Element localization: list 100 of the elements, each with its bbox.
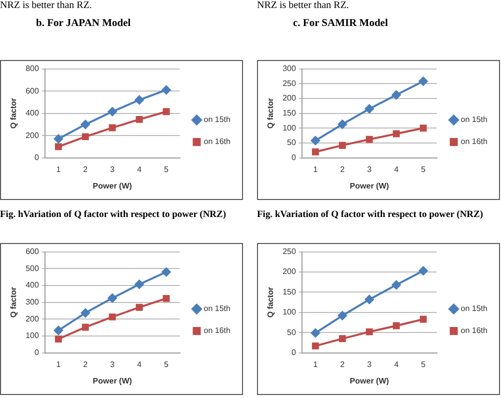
text: Fig. hVariation of Q factor with respect to power (NRZ) <box>0 210 228 220</box>
x-axis-title: Power (W) <box>350 376 390 386</box>
y-tick-label: 250 <box>282 247 296 256</box>
point <box>338 311 347 320</box>
x-tick-label: 3 <box>110 360 116 369</box>
point <box>392 130 400 138</box>
point <box>310 328 320 338</box>
point <box>54 336 62 342</box>
y-tick-label: 100 <box>282 123 296 132</box>
y-tick-label: 300 <box>282 64 296 74</box>
y-tick-label: 50 <box>287 328 296 337</box>
point <box>162 108 170 116</box>
point <box>108 313 116 320</box>
y-axis-title: Q factor <box>9 286 18 318</box>
point <box>364 294 374 304</box>
x-axis-title: Power (W) <box>92 181 132 190</box>
y-tick-label: 800 <box>26 64 40 74</box>
y-tick-label: 0 <box>291 153 296 162</box>
point <box>366 136 373 143</box>
legend-label: on 15th <box>204 304 230 314</box>
point <box>420 124 427 132</box>
x-axis-title: Power (W) <box>350 181 390 190</box>
x-tick-label: 4 <box>137 164 142 174</box>
legend-label: on 16th <box>204 326 230 336</box>
point <box>392 280 401 290</box>
y-tick-label: 200 <box>282 94 296 103</box>
x-tick-label: 2 <box>83 360 88 369</box>
legend-label: on 16th <box>460 137 488 146</box>
x-tick-label: 5 <box>164 164 170 174</box>
point <box>420 316 427 323</box>
x-tick-label: 2 <box>83 164 88 174</box>
y-tick-label: 500 <box>26 264 40 273</box>
point <box>162 85 171 94</box>
x-tick-label: 1 <box>56 164 62 174</box>
x-tick-label: 5 <box>421 360 426 369</box>
x-tick-label: 1 <box>56 360 62 369</box>
y-axis-title: Q factor <box>266 98 276 129</box>
chart-title: c. For SAMIR Model <box>292 18 389 31</box>
y-tick-label: 150 <box>282 287 296 296</box>
y-tick-label: 400 <box>26 280 40 290</box>
y-tick-label: 600 <box>26 86 40 96</box>
y-tick-label: 300 <box>26 298 40 307</box>
y-tick-label: 100 <box>282 308 296 317</box>
x-tick-label: 3 <box>110 164 116 174</box>
point <box>338 120 347 129</box>
y-tick-label: 400 <box>26 108 40 118</box>
x-tick-label: 4 <box>394 164 400 174</box>
text: Fig. kVariation of Q factor with respect to power (NRZ) <box>257 210 484 220</box>
y-tick-label: 0 <box>291 348 296 358</box>
point <box>108 107 117 116</box>
point <box>364 104 374 114</box>
x-tick-label: 5 <box>164 360 170 369</box>
point <box>310 136 320 146</box>
y-tick-label: 200 <box>26 130 40 140</box>
y-tick-label: 50 <box>287 138 296 148</box>
legend-label: on 15th <box>204 115 230 124</box>
x-tick-label: 4 <box>394 360 400 369</box>
text: NRZ is better than RZ. <box>257 0 350 13</box>
y-axis-title: Q factor <box>266 286 276 318</box>
x-axis-title: Power (W) <box>92 376 132 386</box>
x-tick-label: 1 <box>313 164 318 174</box>
point <box>134 280 144 289</box>
y-tick-label: 200 <box>282 267 296 276</box>
y-tick-label: 600 <box>26 247 40 256</box>
point <box>54 134 63 144</box>
point <box>134 95 144 104</box>
point <box>162 294 170 302</box>
point <box>136 304 143 311</box>
point <box>80 120 90 129</box>
x-tick-label: 4 <box>137 360 142 369</box>
point <box>54 326 63 335</box>
point <box>162 268 171 276</box>
y-tick-label: 250 <box>282 78 296 88</box>
point <box>338 335 346 342</box>
point <box>108 124 116 132</box>
point <box>82 133 89 140</box>
point <box>418 76 428 86</box>
point <box>338 142 346 149</box>
y-tick-label: 200 <box>26 314 40 324</box>
legend-label: on 16th <box>460 326 488 336</box>
y-tick-label: 0 <box>34 153 40 162</box>
x-tick-label: 3 <box>367 164 372 174</box>
x-tick-label: 1 <box>313 360 318 369</box>
point <box>392 322 400 330</box>
legend-label: on 15th <box>460 304 488 314</box>
x-tick-label: 2 <box>340 360 346 369</box>
point <box>392 90 401 100</box>
x-tick-label: 2 <box>340 164 346 174</box>
point <box>418 266 428 276</box>
point <box>312 342 319 350</box>
text: NRZ is better than RZ. <box>0 0 93 13</box>
point <box>136 116 143 123</box>
point <box>80 308 90 318</box>
point <box>312 148 319 156</box>
x-tick-label: 5 <box>421 164 426 174</box>
point <box>366 328 373 336</box>
chart-title: b. For JAPAN Model <box>35 18 132 31</box>
x-tick-label: 3 <box>367 360 372 369</box>
point <box>82 324 89 331</box>
y-tick-label: 150 <box>282 108 296 118</box>
